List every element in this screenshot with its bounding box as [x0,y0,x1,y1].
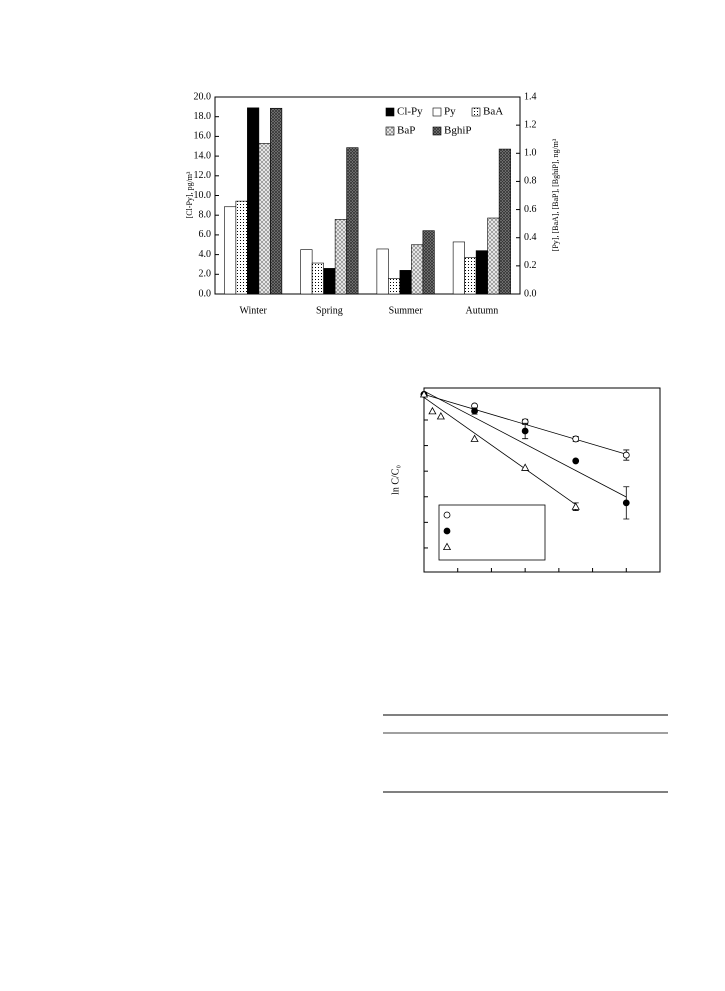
legend-label: BaP [397,125,415,137]
y-tick-label: 20.0 [194,91,212,102]
legend-label: BaA [483,106,503,118]
x-tick-label: Summer [389,305,424,316]
legend-swatch [385,126,395,136]
bar [388,278,401,295]
bar [224,206,237,295]
y-tick-label: 16.0 [194,131,212,142]
bar [334,219,347,295]
x-tick-label: Winter [239,305,267,316]
point [572,435,580,443]
bar [346,147,359,295]
table-rules [383,714,668,793]
y2-axis-label: [Py], [BaA], [BaP], [BghiP], ng/m³ [551,138,560,251]
bar [247,107,260,295]
plot-frame [423,387,661,573]
legend-swatch [432,107,442,117]
y-tick-label: 2.0 [199,269,212,280]
y2-tick-label: 1.4 [524,91,537,102]
point [521,463,530,471]
point [436,411,445,420]
bar [270,107,283,295]
bar [498,148,511,295]
bar [452,241,465,295]
y-tick-label: 14.0 [194,150,212,161]
point [572,457,580,465]
bar [311,262,324,295]
bar [411,244,424,295]
y2-tick-label: 0.8 [524,176,537,187]
point [471,407,478,415]
point [428,406,437,415]
y-tick-label: 0.0 [199,288,212,299]
y2-tick-label: 0.6 [524,204,537,215]
y2-tick-label: 1.0 [524,148,537,159]
y2-tick-label: 0.0 [524,288,537,299]
y2-tick-label: 0.4 [524,232,537,243]
point [622,451,630,459]
y-axis-label: ln C/C₀ [390,465,401,495]
bar [376,248,389,295]
x-tick-label: Spring [316,305,343,316]
y-axis-label: [Cl-Py], pg/m³ [185,171,194,218]
bar [475,250,488,295]
legend-label: BghiP [444,125,472,137]
y-tick-label: 6.0 [199,229,212,240]
legend-label: Py [444,106,456,118]
y-tick-label: 10.0 [194,190,212,201]
legend-swatch [432,126,442,136]
y2-tick-label: 0.2 [524,260,537,271]
bar [235,200,248,295]
x-tick-label: Autumn [465,305,498,316]
legend-marker [443,527,451,535]
bar [258,143,271,295]
bar [464,257,477,295]
legend-swatch [385,107,395,117]
bar [399,270,412,295]
bar [323,268,336,295]
point [470,434,479,442]
legend-swatch [471,107,481,117]
legend-box [438,504,546,561]
legend-label: Cl-Py [397,106,423,118]
point [622,499,630,507]
fit-line [423,390,627,498]
point [419,389,429,398]
y-tick-label: 8.0 [199,209,212,220]
point [571,502,580,510]
y-tick-label: 12.0 [194,170,212,181]
point [521,427,529,435]
legend-marker [443,511,451,519]
y-tick-label: 4.0 [199,249,212,260]
y2-tick-label: 1.2 [524,119,537,130]
y-tick-label: 18.0 [194,111,212,122]
legend-marker [442,542,452,550]
bar [422,230,435,295]
fit-line [423,397,576,505]
bar [487,217,500,295]
bar [300,249,313,295]
